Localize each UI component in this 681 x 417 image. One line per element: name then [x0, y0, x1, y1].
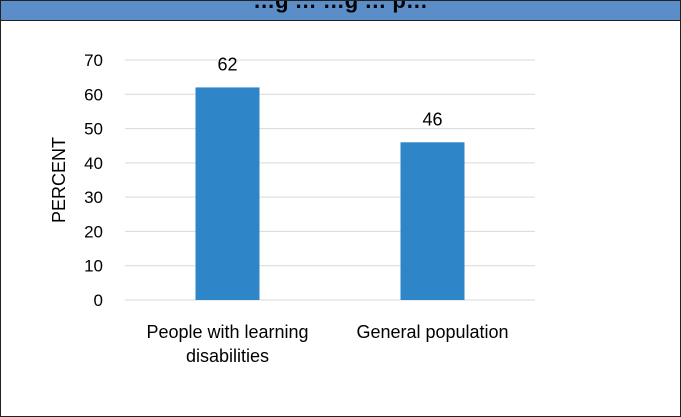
- y-tick-label: 30: [84, 188, 103, 207]
- bar: [400, 142, 465, 300]
- x-category-label: General population: [356, 322, 508, 342]
- data-label: 62: [217, 54, 237, 74]
- y-tick-label: 60: [84, 85, 103, 104]
- data-label: 46: [422, 109, 442, 129]
- x-category-label: People with learning: [146, 322, 308, 342]
- y-tick-label: 10: [84, 257, 103, 276]
- x-category-label: disabilities: [186, 346, 269, 366]
- y-tick-label: 50: [84, 120, 103, 139]
- y-tick-label: 40: [84, 154, 103, 173]
- y-tick-label: 0: [94, 291, 103, 310]
- y-axis-label: PERCENT: [49, 137, 69, 223]
- chart-title: …g … …g … p…: [1, 1, 680, 14]
- y-tick-label: 70: [84, 51, 103, 70]
- y-tick-label: 20: [84, 222, 103, 241]
- bar: [195, 87, 260, 300]
- chart-title-bar: …g … …g … p…: [1, 1, 680, 21]
